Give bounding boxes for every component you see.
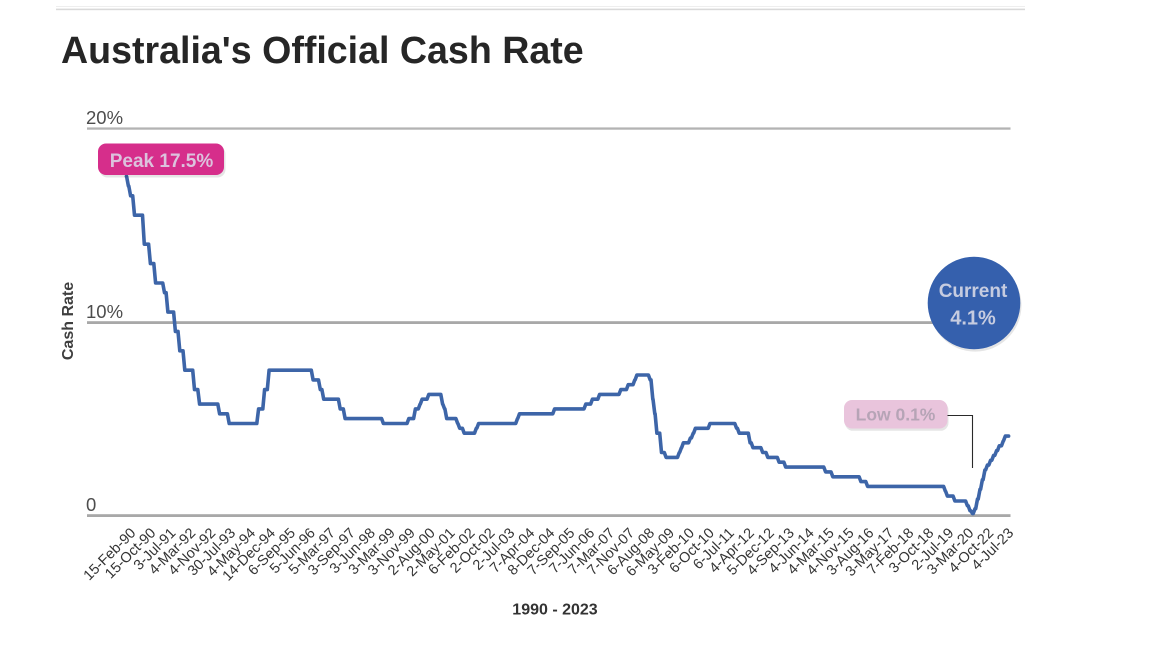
svg-text:Low 0.1%: Low 0.1% (856, 405, 936, 425)
svg-text:Current: Current (939, 281, 1008, 302)
svg-text:20%: 20% (86, 107, 123, 128)
svg-text:Australia's Official Cash Rate: Australia's Official Cash Rate (61, 29, 584, 71)
svg-text:Peak 17.5%: Peak 17.5% (110, 151, 214, 172)
svg-text:0: 0 (86, 494, 96, 515)
svg-text:4.1%: 4.1% (950, 308, 996, 330)
svg-text:1990 - 2023: 1990 - 2023 (512, 602, 598, 619)
svg-text:Cash Rate: Cash Rate (60, 282, 77, 360)
svg-text:10%: 10% (86, 301, 123, 322)
